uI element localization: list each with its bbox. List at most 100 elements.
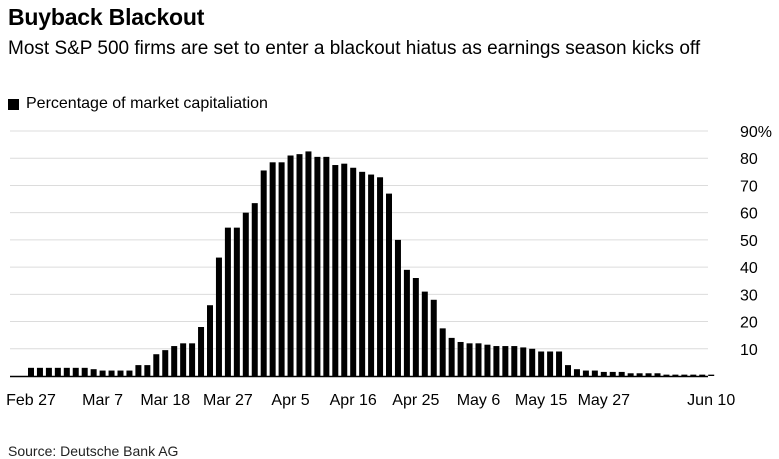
bar <box>368 174 375 376</box>
bar <box>296 154 303 376</box>
bar <box>54 367 61 376</box>
y-tick-label: 10 <box>740 342 758 359</box>
bar <box>386 193 392 376</box>
bar <box>63 367 70 376</box>
bar <box>323 156 330 376</box>
bar <box>475 343 482 376</box>
legend-label: Percentage of market capitaliation <box>26 95 268 112</box>
bar <box>45 367 52 376</box>
bar <box>565 365 571 376</box>
bar <box>287 155 294 376</box>
bars <box>28 151 715 376</box>
x-tick-label: Jun 10 <box>687 392 735 409</box>
bar <box>439 328 446 376</box>
bar <box>511 346 518 376</box>
x-axis-ticks: Feb 27 Mar 7 Mar 18 Mar 27 Apr 5 Apr 16 Apr 25… <box>6 392 735 409</box>
bar <box>627 373 634 376</box>
bar <box>350 167 357 376</box>
bar <box>251 203 258 376</box>
y-tick-label: 50 <box>740 233 758 250</box>
bar <box>493 346 500 376</box>
bar <box>269 162 276 376</box>
bar <box>466 343 473 376</box>
bar <box>403 269 410 376</box>
bar <box>36 367 43 376</box>
y-tick-label: 20 <box>740 315 758 332</box>
bar <box>394 239 401 376</box>
bar <box>681 374 688 376</box>
bar <box>224 227 231 376</box>
bar <box>28 367 34 376</box>
bar <box>153 354 160 376</box>
bar <box>207 305 213 376</box>
x-tick-label: Apr 25 <box>392 392 439 409</box>
legend: Percentage of market capitaliation <box>8 95 268 113</box>
bar <box>547 351 554 376</box>
bar <box>198 327 205 376</box>
x-tick-label: May 6 <box>457 392 501 409</box>
bar <box>591 370 598 376</box>
bar <box>99 370 106 376</box>
y-tick-label: 30 <box>740 287 758 304</box>
bar <box>341 163 348 376</box>
y-tick-label: 90% <box>740 124 772 141</box>
x-tick-label: Apr 5 <box>271 392 309 409</box>
bar <box>690 374 697 376</box>
x-tick-label: May 27 <box>578 392 631 409</box>
legend-swatch <box>8 98 19 110</box>
bar <box>421 291 428 376</box>
bar <box>260 170 267 376</box>
bar <box>430 299 437 376</box>
x-tick-label: Apr 16 <box>330 392 377 409</box>
x-tick-label: Mar 7 <box>82 392 123 409</box>
bar <box>117 370 124 376</box>
bar <box>699 374 706 376</box>
bar <box>81 367 88 376</box>
y-tick-label: 60 <box>740 206 758 223</box>
x-tick-label: Mar 27 <box>203 392 253 409</box>
y-tick-label: 40 <box>740 260 758 277</box>
bar <box>609 371 616 376</box>
bar <box>377 177 384 376</box>
bar <box>538 351 545 376</box>
y-tick-label: 70 <box>740 178 758 195</box>
bar <box>636 373 643 376</box>
bar <box>448 337 455 376</box>
bar <box>108 370 115 376</box>
bar <box>171 346 178 376</box>
bar <box>359 171 366 376</box>
bar <box>529 348 536 376</box>
source-note: Source: Deutsche Bank AG <box>8 443 179 459</box>
bar <box>278 162 285 376</box>
bar <box>90 369 97 376</box>
bar <box>520 347 527 376</box>
bar <box>233 227 240 376</box>
y-axis-ticks: 10 20 30 40 50 60 70 80 90% <box>740 124 772 359</box>
bar <box>600 371 607 376</box>
bar <box>457 341 464 376</box>
x-tick-label: Mar 18 <box>140 392 190 409</box>
bar <box>502 346 509 376</box>
bar <box>162 350 169 376</box>
chart-subtitle: Most S&P 500 firms are set to enter a bl… <box>8 38 701 59</box>
x-tick-label: May 15 <box>515 392 568 409</box>
bar <box>412 278 419 376</box>
bar <box>126 370 133 376</box>
bar <box>72 367 79 376</box>
bar <box>556 351 563 376</box>
bar <box>582 370 589 376</box>
bar <box>654 373 661 376</box>
bar <box>189 343 196 376</box>
bar <box>663 374 670 376</box>
bar <box>573 369 580 376</box>
bar <box>180 343 187 376</box>
bar <box>305 151 312 376</box>
y-tick-label: 80 <box>740 151 758 168</box>
bar <box>645 373 652 376</box>
bar <box>144 365 151 376</box>
bar <box>242 212 249 376</box>
chart-title: Buyback Blackout <box>8 4 205 30</box>
bar <box>135 365 142 376</box>
gridlines <box>10 130 708 350</box>
